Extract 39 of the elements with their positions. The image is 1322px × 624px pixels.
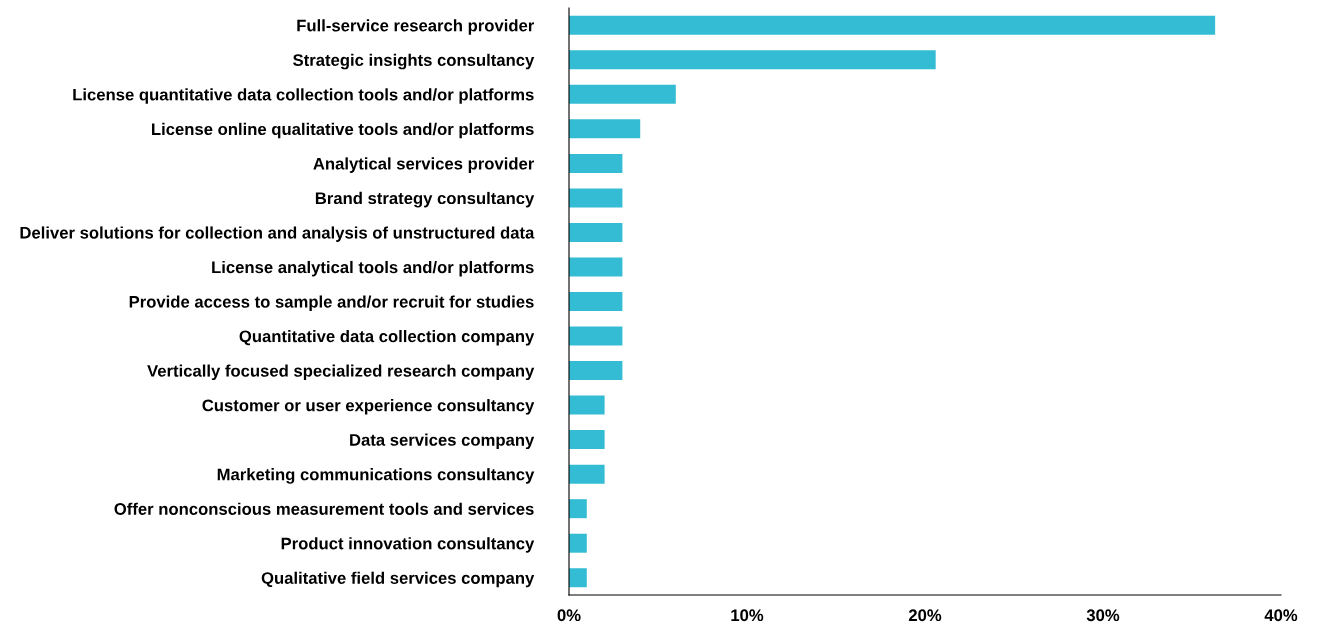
y-tick-label: Product innovation consultancy <box>281 537 535 553</box>
y-tick-label: Qualitative field services company <box>261 571 535 588</box>
bar <box>569 222 623 242</box>
bar <box>569 499 587 519</box>
bar <box>569 464 605 484</box>
x-tick-label: 0% <box>557 609 581 622</box>
y-tick-label: Analytical services provider <box>313 157 535 173</box>
y-tick-label: Brand strategy consultancy <box>315 191 535 208</box>
bar <box>569 533 587 553</box>
bar <box>569 257 623 277</box>
y-tick-label: License online qualitative tools and/or platforms <box>152 122 534 139</box>
x-tick-label: 10% <box>731 609 764 622</box>
bar <box>569 15 1216 35</box>
y-tick-label: Deliver solutions for collection and analysis of unstructured data <box>20 226 535 242</box>
y-tick-label: License analytical tools and/or platforms <box>212 260 534 277</box>
bar <box>569 430 605 450</box>
bar <box>569 326 623 346</box>
x-tick-label: 30% <box>1086 609 1120 622</box>
bar <box>569 188 623 208</box>
y-tick-label: Provide access to sample and/or recruit for studies <box>129 295 534 311</box>
y-tick-label: Full-service research provider <box>297 19 535 35</box>
bar <box>569 153 623 173</box>
bar <box>569 84 676 104</box>
y-tick-label: Customer or user experience consultancy <box>202 399 535 415</box>
y-tick-label: Marketing communications consultancy <box>217 468 535 484</box>
y-tick-label: Vertically focused specialized research company <box>147 364 535 381</box>
y-tick-label: Quantitative data collection company <box>239 329 535 346</box>
bar <box>569 50 936 70</box>
bar <box>569 119 641 139</box>
bar <box>569 568 587 588</box>
y-tick-label: License quantitative data collection tools and/or platforms <box>73 88 534 104</box>
x-tick-label: 40% <box>1264 609 1298 622</box>
bar <box>569 361 623 381</box>
bar <box>569 292 623 311</box>
x-tick-label: 20% <box>908 609 942 622</box>
y-tick-label: Data services company <box>350 433 535 450</box>
y-tick-label: Offer nonconscious measurement tools and services <box>114 502 534 515</box>
y-tick-label: Strategic insights consultancy <box>293 53 535 70</box>
bar <box>569 395 605 415</box>
